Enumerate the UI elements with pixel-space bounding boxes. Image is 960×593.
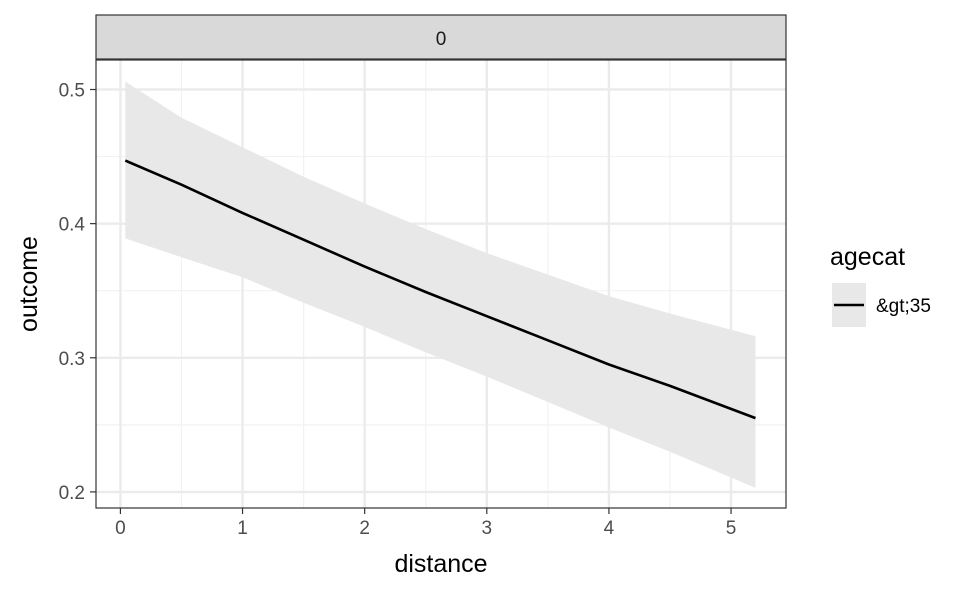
x-tick-label: 0 [115, 518, 126, 539]
series-line [124, 159, 756, 420]
panel-border [95, 59, 787, 509]
facet-strip: 0 [95, 14, 787, 60]
legend-entry-label: &gt;35 [876, 296, 931, 317]
x-tick-label: 5 [726, 518, 737, 539]
series-line-layer [124, 159, 756, 420]
plot-panel [95, 59, 787, 509]
facet-strip-label: 0 [436, 29, 447, 50]
x-axis: 0 1 2 3 4 5 [115, 508, 736, 539]
y-tick-label: 0.4 [59, 215, 86, 236]
legend: agecat &gt;35 [830, 243, 931, 327]
x-tick-label: 3 [482, 518, 493, 539]
x-axis-title: distance [394, 550, 487, 578]
facet-strip-background [95, 14, 787, 60]
x-tick-label: 4 [604, 518, 615, 539]
y-axis: 0.2 0.3 0.4 0.5 [59, 81, 96, 504]
y-tick-label: 0.3 [59, 349, 85, 370]
y-axis-title: outcome [15, 236, 43, 332]
confidence-ribbon [125, 81, 756, 488]
y-tick-label: 0.2 [59, 483, 85, 504]
x-tick-label: 1 [237, 518, 248, 539]
x-tick-label: 2 [359, 518, 370, 539]
legend-title: agecat [830, 243, 905, 271]
y-tick-label: 0.5 [59, 81, 85, 102]
confidence-ribbon-layer [125, 81, 756, 488]
